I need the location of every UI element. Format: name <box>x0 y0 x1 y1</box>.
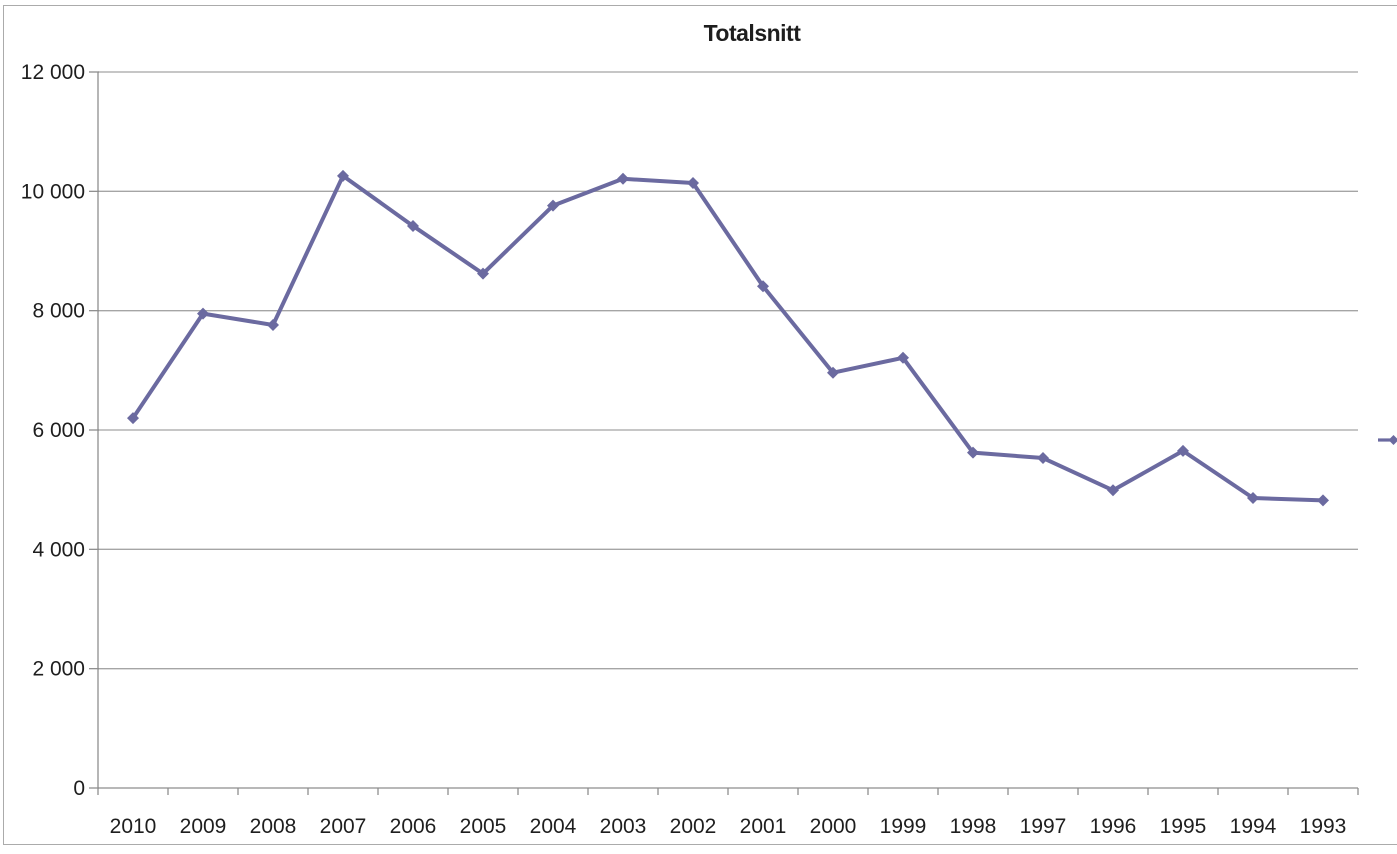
data-point-marker <box>1107 484 1119 497</box>
y-tick-label: 4 000 <box>32 538 85 561</box>
data-point-marker <box>827 366 839 379</box>
data-point-marker <box>617 172 629 185</box>
data-point-marker <box>1317 494 1329 507</box>
chart-title: Totalsnitt <box>703 20 801 46</box>
data-point-marker <box>1037 452 1049 465</box>
y-tick-label: 8 000 <box>32 300 85 323</box>
x-tick-label: 2005 <box>460 815 507 838</box>
x-tick-label: 2000 <box>810 815 857 838</box>
data-point-marker <box>337 169 349 182</box>
data-point-marker <box>477 267 489 280</box>
data-point-marker <box>1177 444 1189 457</box>
data-point-marker <box>407 219 419 232</box>
y-tick-label: 0 <box>73 777 85 800</box>
x-tick-label: 2009 <box>180 815 227 838</box>
data-point-marker <box>267 318 279 331</box>
data-point-marker <box>1247 492 1259 505</box>
y-tick-label: 12 000 <box>21 61 85 84</box>
x-tick-label: 2003 <box>600 815 647 838</box>
chart-area-border <box>3 5 1397 845</box>
x-tick-label: 1999 <box>880 815 927 838</box>
x-tick-label: 1997 <box>1020 815 1067 838</box>
x-tick-label: 2010 <box>110 815 157 838</box>
x-tick-label: 2008 <box>250 815 297 838</box>
legend-key-marker-cropped <box>1388 435 1397 445</box>
y-tick-label: 10 000 <box>21 180 85 203</box>
x-tick-label: 1998 <box>950 815 997 838</box>
data-point-marker <box>757 280 769 293</box>
x-tick-label: 2002 <box>670 815 717 838</box>
x-tick-label: 2001 <box>740 815 787 838</box>
data-point-marker <box>967 446 979 459</box>
y-tick-label: 6 000 <box>32 419 85 442</box>
x-tick-label: 2007 <box>320 815 367 838</box>
data-point-marker <box>197 307 209 320</box>
x-tick-label: 1993 <box>1300 815 1347 838</box>
x-tick-label: 2004 <box>530 815 577 838</box>
y-tick-label: 2 000 <box>32 658 85 681</box>
x-tick-label: 2006 <box>390 815 437 838</box>
data-point-marker <box>897 351 909 364</box>
data-point-marker <box>127 412 139 425</box>
x-tick-label: 1996 <box>1090 815 1137 838</box>
data-point-marker <box>687 176 699 189</box>
x-tick-label: 1995 <box>1160 815 1207 838</box>
x-tick-label: 1994 <box>1230 815 1277 838</box>
series-line <box>131 173 1325 503</box>
data-point-marker <box>547 199 559 212</box>
